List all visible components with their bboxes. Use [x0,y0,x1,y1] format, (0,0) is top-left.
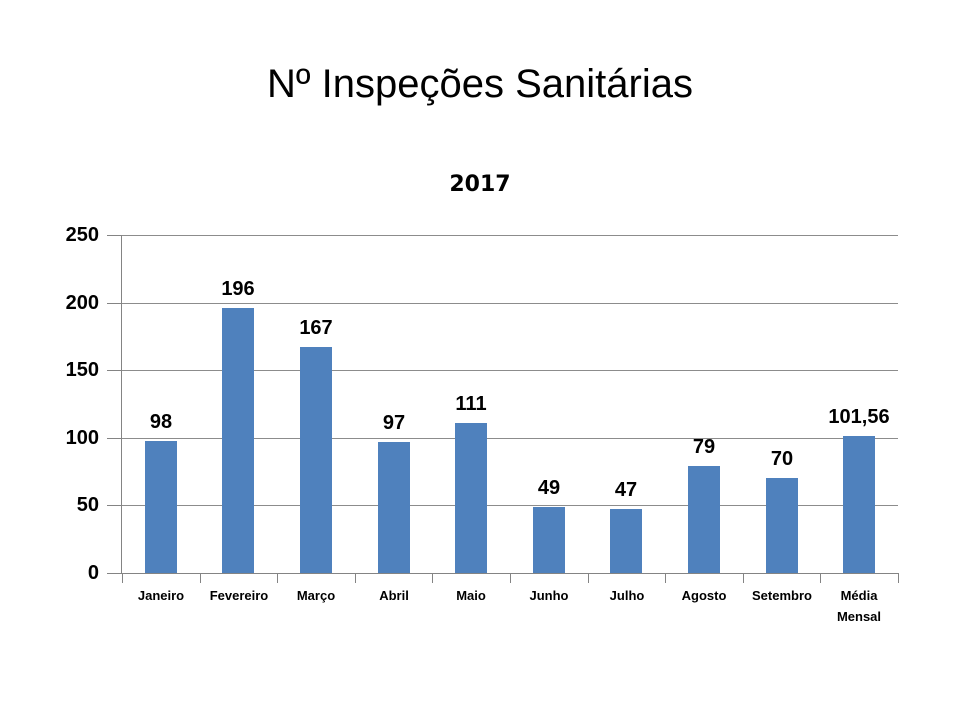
bar-value-label-Fevereiro: 196 [221,278,255,300]
bar-Setembro [766,478,798,573]
bar-Julho [610,509,642,573]
bar-Média Mensal [843,436,875,573]
y-axis-label-150: 150 [65,359,99,381]
y-axis-label-50: 50 [76,494,99,516]
x-axis-tick-4 [432,574,433,583]
x-axis-tick-0 [122,574,123,583]
bar-value-label-Média Mensal: 101,56 [828,406,890,428]
bar-value-label-Julho: 47 [614,479,638,501]
x-axis-label-Maio: Maio [456,588,486,603]
x-axis-label-Janeiro: Janeiro [137,588,185,603]
gridline-150 [122,370,898,371]
x-axis-label-Julho: Julho [609,588,645,603]
x-axis-tick-10 [898,574,899,583]
bar-Agosto [688,466,720,573]
y-axis-line [121,235,122,574]
y-axis-label-250: 250 [65,224,99,246]
gridline-100 [122,438,898,439]
x-axis-tick-1 [200,574,201,583]
x-axis-label-Agosto: Agosto [681,588,727,603]
x-axis-tick-2 [277,574,278,583]
x-axis-label-Abril: Abril [379,588,409,603]
x-axis-tick-6 [588,574,589,583]
bar-Junho [533,507,565,573]
bar-Março [300,347,332,573]
x-axis-label-Fevereiro: Fevereiro [209,588,269,603]
chart-main-title: Nº Inspeções Sanitárias [267,62,693,106]
gridline-250 [122,235,898,236]
x-axis-label-Março: Março [296,588,336,603]
y-axis-label-100: 100 [65,427,99,449]
chart-subtitle: 2017 [449,172,511,197]
x-axis-tick-5 [510,574,511,583]
y-axis-tick-250 [107,235,121,236]
bar-value-label-Maio: 111 [455,393,487,415]
x-axis-label-Setembro: Setembro [752,588,812,603]
bar-value-label-Janeiro: 98 [149,411,173,433]
y-axis-tick-50 [107,505,121,506]
y-axis-tick-200 [107,303,121,304]
y-axis-tick-100 [107,438,121,439]
bar-Maio [455,423,487,573]
x-axis-line [121,573,899,574]
x-axis-label-Junho: Junho [529,588,569,603]
y-axis-tick-0 [107,573,121,574]
bar-Janeiro [145,441,177,573]
gridline-50 [122,505,898,506]
y-axis-label-0: 0 [87,562,99,584]
bar-value-label-Abril: 97 [382,412,406,434]
bar-value-label-Setembro: 70 [770,448,794,470]
x-axis-tick-8 [743,574,744,583]
gridline-200 [122,303,898,304]
x-axis-tick-9 [820,574,821,583]
plot-area: 0 50 100 150 200 250 98 Janeiro 196 Fevereiro 167 M… [66,224,899,624]
bar-Abril [378,442,410,573]
x-axis-label-Média Mensal: Média Mensal [836,588,882,624]
bar-value-label-Março: 167 [299,317,333,339]
y-axis-tick-150 [107,370,121,371]
bar-Fevereiro [222,308,254,573]
x-axis-tick-3 [355,574,356,583]
bar-value-label-Junho: 49 [537,477,561,499]
bar-value-label-Agosto: 79 [692,436,716,458]
y-axis-label-200: 200 [65,292,99,314]
x-axis-tick-7 [665,574,666,583]
